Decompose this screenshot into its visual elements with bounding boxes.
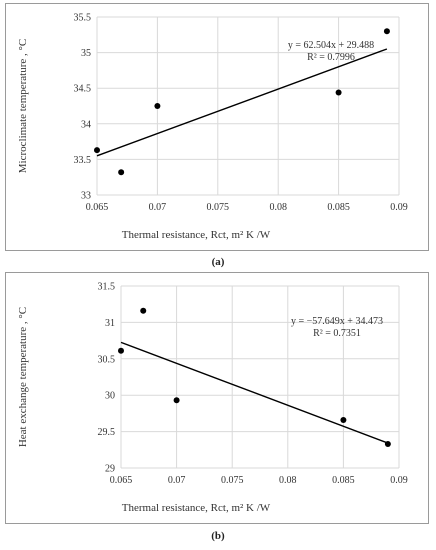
data-point xyxy=(340,416,347,423)
x-tick-label: 0.085 xyxy=(332,475,355,486)
data-point xyxy=(383,28,390,35)
y-tick-label: 30 xyxy=(105,391,115,402)
x-tick-label: 0.09 xyxy=(390,475,408,486)
x-tick-label: 0.075 xyxy=(207,202,230,213)
data-point xyxy=(118,169,125,176)
x-tick-label: 0.08 xyxy=(269,202,287,213)
x-axis-title: Thermal resistance, Rct, m² K /W xyxy=(122,502,271,514)
r-squared-label: R² = 0.7996 xyxy=(307,52,355,63)
data-point xyxy=(335,89,342,96)
trendline-equation: y = −57.649x + 34.473 xyxy=(291,316,383,327)
y-tick-label: 33 xyxy=(81,191,91,202)
y-tick-label: 34.5 xyxy=(74,84,92,95)
trendline xyxy=(120,341,389,444)
x-axis-title: Thermal resistance, Rct, m² K /W xyxy=(122,229,271,241)
caption-b: (b) xyxy=(211,530,225,542)
r-squared-label: R² = 0.7351 xyxy=(313,328,361,339)
data-point xyxy=(154,103,161,109)
data-point xyxy=(94,147,100,154)
chart-a-svg: 33 33.5 34 34.5 35 35.5 0.065 0.07 0.075 0.08 0.08… xyxy=(17,13,408,242)
data-point xyxy=(173,397,180,404)
data-point xyxy=(140,307,147,314)
y-axis-title: Microclimate temperature , °C xyxy=(17,39,29,174)
chart-b-svg: 29 29.5 30 30.5 31 31.5 0.065 0.07 0.075 0.08 0.08… xyxy=(17,282,408,515)
trendline xyxy=(96,48,388,157)
chart-panel-b: 29 29.5 30 30.5 31 31.5 0.065 0.07 0.075 0.08 0.08… xyxy=(5,272,429,524)
x-tick-label: 0.08 xyxy=(279,475,297,486)
y-tick-label: 31 xyxy=(105,318,115,329)
y-tick-label: 34 xyxy=(81,119,91,130)
caption-a: (a) xyxy=(211,256,225,268)
x-tick-label: 0.09 xyxy=(390,202,408,213)
y-tick-label: 29 xyxy=(105,464,115,475)
data-point xyxy=(118,347,124,354)
x-tick-label: 0.065 xyxy=(86,202,109,213)
y-tick-label: 31.5 xyxy=(98,282,116,293)
y-tick-label: 33.5 xyxy=(74,155,92,166)
x-tick-label: 0.07 xyxy=(168,475,186,486)
x-tick-label: 0.065 xyxy=(110,475,133,486)
y-tick-label: 35.5 xyxy=(74,13,92,24)
y-tick-label: 29.5 xyxy=(98,427,116,438)
data-point xyxy=(384,440,391,447)
chart-panel-a: 33 33.5 34 34.5 35 35.5 0.065 0.07 0.075 0.08 0.08… xyxy=(5,3,429,251)
x-tick-label: 0.07 xyxy=(149,202,167,213)
y-tick-label: 30.5 xyxy=(98,354,116,365)
y-tick-label: 35 xyxy=(81,48,91,59)
x-tick-label: 0.085 xyxy=(327,202,350,213)
x-tick-label: 0.075 xyxy=(221,475,244,486)
trendline-equation: y = 62.504x + 29.488 xyxy=(288,40,374,51)
y-axis-title: Heat exchange temperature , °C xyxy=(17,307,29,447)
